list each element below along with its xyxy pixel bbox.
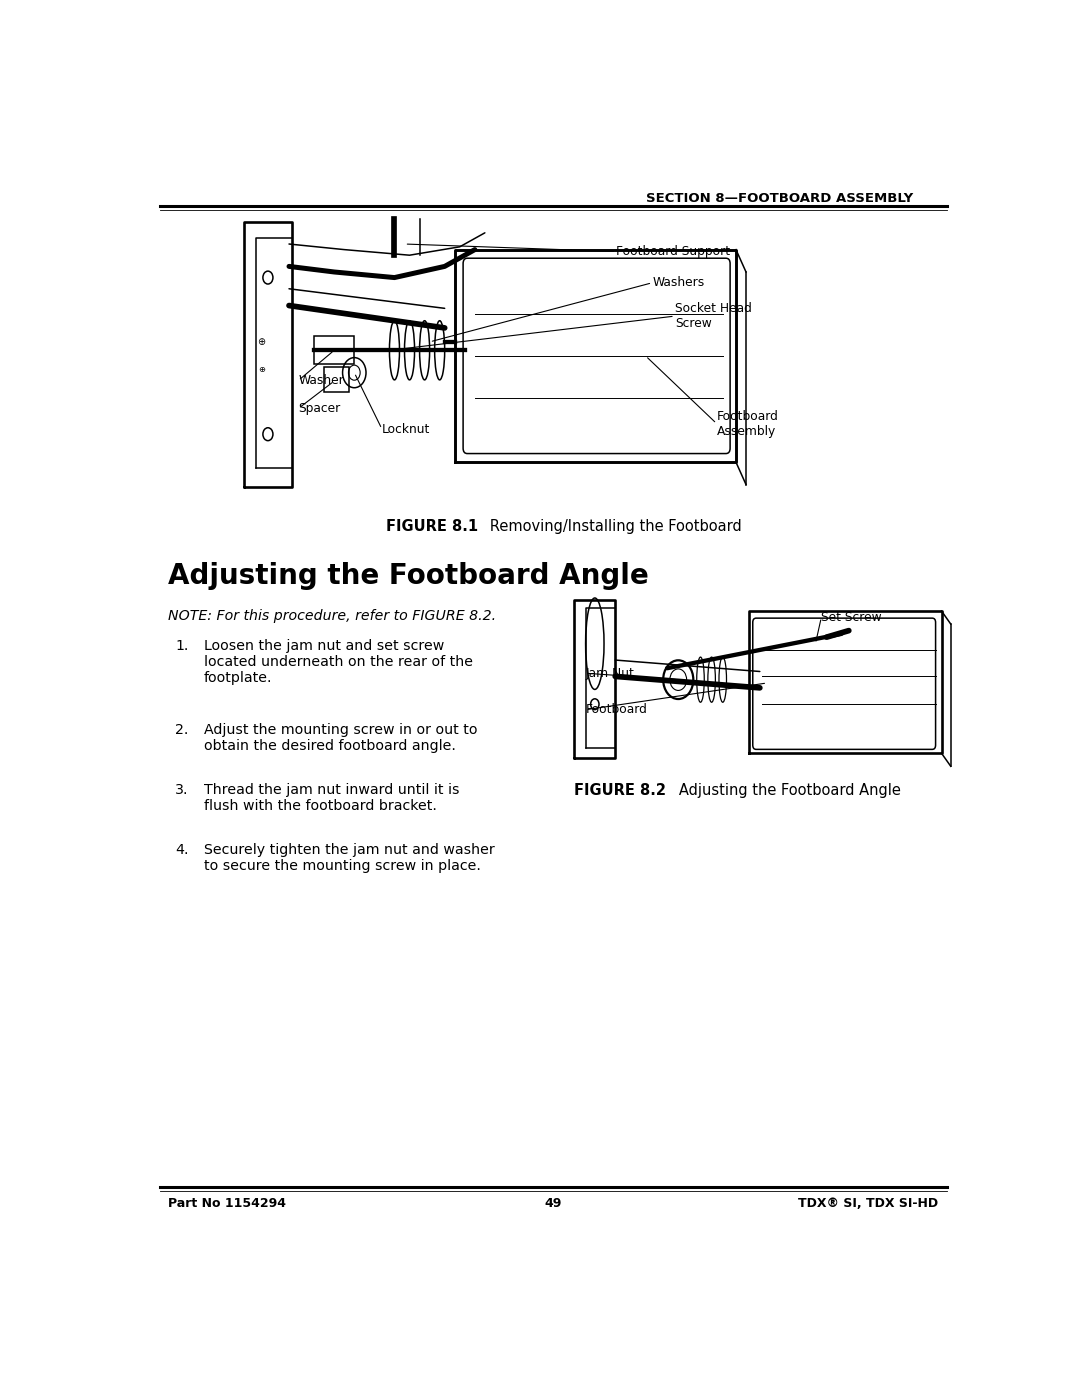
Text: Footboard: Footboard [585, 703, 647, 717]
Text: Washer: Washer [298, 374, 343, 387]
Text: TDX® SI, TDX SI-HD: TDX® SI, TDX SI-HD [798, 1197, 939, 1210]
Text: Socket Head
Screw: Socket Head Screw [675, 302, 752, 330]
Text: Washers: Washers [652, 277, 704, 289]
Text: Set Screw: Set Screw [821, 610, 882, 624]
Text: Footboard
Assembly: Footboard Assembly [717, 409, 779, 437]
Text: Adjusting the Footboard Angle: Adjusting the Footboard Angle [168, 563, 649, 591]
Text: SECTION 8—FOOTBOARD ASSEMBLY: SECTION 8—FOOTBOARD ASSEMBLY [646, 193, 914, 205]
Text: 1.: 1. [175, 638, 189, 652]
Text: Adjusting the Footboard Angle: Adjusting the Footboard Angle [665, 782, 901, 798]
Text: 4.: 4. [175, 844, 189, 858]
Text: ⊕: ⊕ [257, 337, 266, 346]
Text: FIGURE 8.1: FIGURE 8.1 [387, 520, 478, 535]
Text: Jam Nut: Jam Nut [585, 666, 634, 680]
Text: Part No 1154294: Part No 1154294 [168, 1197, 286, 1210]
Text: FIGURE 8.2: FIGURE 8.2 [575, 782, 666, 798]
Text: Thread the jam nut inward until it is
flush with the footboard bracket.: Thread the jam nut inward until it is fl… [204, 782, 459, 813]
Text: 49: 49 [544, 1197, 563, 1210]
Text: Loosen the jam nut and set screw
located underneath on the rear of the
footplate: Loosen the jam nut and set screw located… [204, 638, 473, 685]
Text: Securely tighten the jam nut and washer
to secure the mounting screw in place.: Securely tighten the jam nut and washer … [204, 844, 495, 873]
Text: Removing/Installing the Footboard: Removing/Installing the Footboard [476, 520, 742, 535]
Text: Locknut: Locknut [382, 422, 430, 436]
Text: ⊕: ⊕ [258, 366, 265, 374]
Text: Footboard Support: Footboard Support [617, 244, 730, 258]
Text: Adjust the mounting screw in or out to
obtain the desired footboard angle.: Adjust the mounting screw in or out to o… [204, 722, 477, 753]
Text: NOTE: For this procedure, refer to FIGURE 8.2.: NOTE: For this procedure, refer to FIGUR… [168, 609, 497, 623]
Text: Spacer: Spacer [298, 402, 340, 415]
Text: 3.: 3. [175, 782, 189, 796]
Text: 2.: 2. [175, 722, 189, 736]
